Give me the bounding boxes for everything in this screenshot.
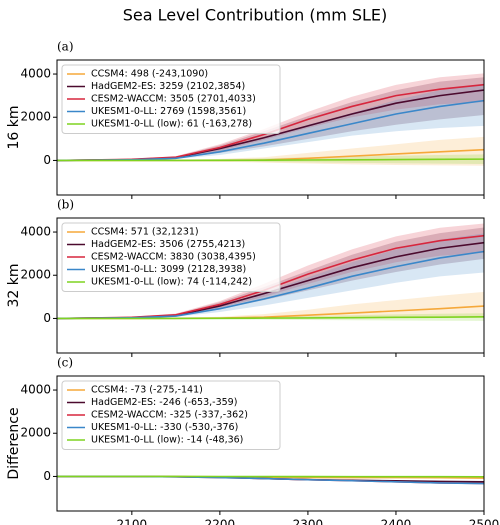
legend-label: HadGEM2-ES: 3259 (2102,3854): [91, 81, 245, 92]
series-line: [57, 158, 484, 162]
legend-label: UKESM1-0-LL (low): 74 (-114,242): [91, 277, 252, 288]
uncertainty-band: [57, 223, 484, 319]
series-line: [57, 250, 484, 320]
plot-area: [57, 73, 484, 166]
panel-label: (b): [57, 198, 74, 212]
panel: (b) 32 km 0 2000 4000 CCSM4: 571 (32,1231)Had…: [6, 198, 485, 357]
plot-area: [57, 475, 484, 485]
uncertainty-band: [57, 73, 484, 161]
panel-label: (a): [57, 40, 74, 54]
y-tick-label: 4000: [20, 225, 51, 239]
y-tick-label: 0: [43, 469, 51, 483]
legend-label: UKESM1-0-LL: 2769 (1598,3561): [91, 106, 246, 117]
legend-label: CESM2-WACCM: 3505 (2701,4033): [91, 94, 256, 105]
y-tick-label: 2000: [20, 110, 51, 124]
plot-area: [57, 223, 484, 321]
legend-label: UKESM1-0-LL: 3099 (2128,3938): [91, 264, 246, 275]
y-tick-label: 0: [43, 311, 51, 325]
legend-label: UKESM1-0-LL (low): 61 (-163,278): [91, 119, 252, 130]
series-line: [57, 316, 484, 320]
y-tick-label: 2000: [20, 426, 51, 440]
axes-frame: [56, 59, 485, 196]
legend-label: HadGEM2-ES: 3506 (2755,4213): [91, 239, 245, 250]
legend-label: CESM2-WACCM: -325 (-337,-362): [91, 410, 248, 421]
legend-label: CCSM4: -73 (-275,-141): [91, 385, 203, 396]
x-tick-label: 2100: [117, 518, 148, 525]
axes-frame: [56, 217, 485, 354]
y-axis-label: Difference: [6, 407, 22, 479]
series-line: [57, 99, 484, 162]
uncertainty-band: [57, 77, 484, 161]
uncertainty-band: [57, 233, 484, 319]
legend-label: CCSM4: 498 (-243,1090): [91, 69, 208, 80]
legend-label: HadGEM2-ES: -246 (-653,-359): [91, 397, 237, 408]
panel-label: (c): [57, 356, 73, 370]
panel: (a) 16 km 0 2000 4000 CCSM4: 498 (-243,1090)H…: [6, 40, 485, 199]
series-line: [57, 234, 484, 320]
y-axis-label: 32 km: [6, 263, 22, 307]
y-tick-label: 4000: [20, 383, 51, 397]
uncertainty-band: [57, 83, 484, 161]
legend-box: [61, 64, 281, 134]
axes-frame: [56, 375, 485, 512]
y-tick-label: 2000: [20, 268, 51, 282]
x-tick-label: 2500: [469, 518, 500, 525]
x-tick-label: 2400: [381, 518, 412, 525]
y-tick-label: 0: [43, 153, 51, 167]
uncertainty-band: [57, 227, 484, 319]
legend-label: CESM2-WACCM: 3830 (3038,4395): [91, 252, 256, 263]
panel: (c) Difference 0 2000 4000 2100 2200 2300 2400 25…: [6, 356, 499, 525]
legend-label: CCSM4: 571 (32,1231): [91, 227, 199, 238]
legend-label: UKESM1-0-LL: -330 (-530,-376): [91, 422, 238, 433]
uncertainty-band: [57, 136, 484, 166]
legend-label: UKESM1-0-LL (low): -14 (-48,36): [91, 435, 243, 446]
x-tick-label: 2200: [205, 518, 236, 525]
x-tick-label: 2300: [293, 518, 324, 525]
y-axis-label: 16 km: [6, 105, 22, 149]
figure-title: Sea Level Contribution (mm SLE): [123, 6, 388, 25]
legend-box: [61, 380, 281, 450]
y-tick-label: 4000: [20, 67, 51, 81]
legend-box: [61, 222, 281, 292]
